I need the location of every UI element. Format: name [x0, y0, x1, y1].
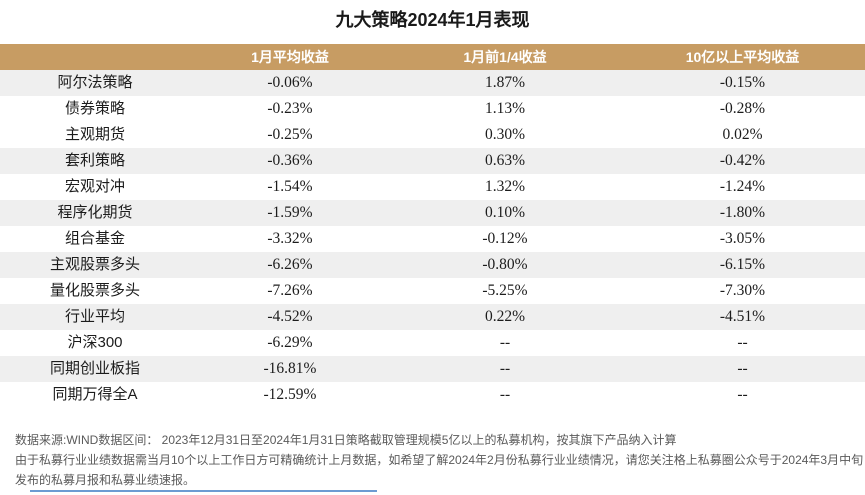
table-row: 阿尔法策略 -0.06% 1.87% -0.15%	[0, 70, 865, 96]
footnote-line: 数据来源:WIND数据区间： 2023年12月31日至2024年1月31日策略截…	[15, 433, 677, 447]
table-row: 主观期货 -0.25% 0.30% 0.02%	[0, 122, 865, 148]
strategy-label: 宏观对冲	[0, 174, 190, 200]
value-cell: -1.54%	[190, 174, 390, 200]
value-cell: --	[390, 382, 620, 408]
strategy-label: 同期创业板指	[0, 356, 190, 382]
strategy-label: 组合基金	[0, 226, 190, 252]
value-cell: -7.30%	[620, 278, 865, 304]
bottom-accent-line	[30, 490, 377, 492]
value-cell: 0.30%	[390, 122, 620, 148]
table-row: 量化股票多头 -7.26% -5.25% -7.30%	[0, 278, 865, 304]
value-cell: -6.15%	[620, 252, 865, 278]
footnote-line: 由于私募行业业绩数据需当月10个以上工作日方可精确统计上月数据，如希望了解202…	[15, 453, 864, 467]
strategy-label: 套利策略	[0, 148, 190, 174]
table-row: 同期万得全A -12.59% -- --	[0, 382, 865, 408]
strategy-label: 沪深300	[0, 330, 190, 356]
footnote-line: 发布的私募月报和私募业绩速报。	[15, 473, 196, 487]
value-cell: -3.05%	[620, 226, 865, 252]
value-cell: -1.24%	[620, 174, 865, 200]
page-title: 九大策略2024年1月表现	[335, 10, 530, 30]
header-top-quartile-return: 1月前1/4收益	[390, 44, 620, 70]
value-cell: -16.81%	[190, 356, 390, 382]
strategy-performance-table: 1月平均收益 1月前1/4收益 10亿以上平均收益 阿尔法策略 -0.06% 1.8…	[0, 44, 865, 408]
header-monthly-average-return: 1月平均收益	[190, 44, 390, 70]
value-cell: --	[620, 330, 865, 356]
value-cell: 0.02%	[620, 122, 865, 148]
strategy-label: 阿尔法策略	[0, 70, 190, 96]
table-row: 沪深300 -6.29% -- --	[0, 330, 865, 356]
strategy-label: 主观期货	[0, 122, 190, 148]
table-row: 同期创业板指 -16.81% -- --	[0, 356, 865, 382]
strategy-label: 债券策略	[0, 96, 190, 122]
value-cell: -0.06%	[190, 70, 390, 96]
value-cell: 0.63%	[390, 148, 620, 174]
value-cell: -5.25%	[390, 278, 620, 304]
value-cell: -0.28%	[620, 96, 865, 122]
footnotes: 数据来源:WIND数据区间： 2023年12月31日至2024年1月31日策略截…	[0, 430, 865, 490]
header-large-fund-average-return: 10亿以上平均收益	[620, 44, 865, 70]
table-header-row: 1月平均收益 1月前1/4收益 10亿以上平均收益	[0, 44, 865, 70]
strategy-label: 同期万得全A	[0, 382, 190, 408]
value-cell: 0.22%	[390, 304, 620, 330]
value-cell: 1.87%	[390, 70, 620, 96]
strategy-label: 行业平均	[0, 304, 190, 330]
value-cell: -7.26%	[190, 278, 390, 304]
value-cell: -0.80%	[390, 252, 620, 278]
table-row: 组合基金 -3.32% -0.12% -3.05%	[0, 226, 865, 252]
value-cell: 1.13%	[390, 96, 620, 122]
value-cell: -0.25%	[190, 122, 390, 148]
table-row: 程序化期货 -1.59% 0.10% -1.80%	[0, 200, 865, 226]
value-cell: --	[620, 382, 865, 408]
strategy-label: 程序化期货	[0, 200, 190, 226]
value-cell: -3.32%	[190, 226, 390, 252]
value-cell: -0.12%	[390, 226, 620, 252]
value-cell: --	[620, 356, 865, 382]
value-cell: -0.36%	[190, 148, 390, 174]
table-row: 主观股票多头 -6.26% -0.80% -6.15%	[0, 252, 865, 278]
value-cell: -12.59%	[190, 382, 390, 408]
value-cell: 1.32%	[390, 174, 620, 200]
table-row: 宏观对冲 -1.54% 1.32% -1.24%	[0, 174, 865, 200]
value-cell: --	[390, 356, 620, 382]
value-cell: -1.59%	[190, 200, 390, 226]
table-row: 行业平均 -4.52% 0.22% -4.51%	[0, 304, 865, 330]
value-cell: -4.51%	[620, 304, 865, 330]
value-cell: -0.42%	[620, 148, 865, 174]
value-cell: -6.29%	[190, 330, 390, 356]
value-cell: -0.23%	[190, 96, 390, 122]
strategy-label: 主观股票多头	[0, 252, 190, 278]
value-cell: --	[390, 330, 620, 356]
strategy-label: 量化股票多头	[0, 278, 190, 304]
value-cell: -1.80%	[620, 200, 865, 226]
value-cell: -6.26%	[190, 252, 390, 278]
header-strategy	[0, 44, 190, 70]
table-row: 债券策略 -0.23% 1.13% -0.28%	[0, 96, 865, 122]
value-cell: -4.52%	[190, 304, 390, 330]
value-cell: 0.10%	[390, 200, 620, 226]
table-row: 套利策略 -0.36% 0.63% -0.42%	[0, 148, 865, 174]
value-cell: -0.15%	[620, 70, 865, 96]
